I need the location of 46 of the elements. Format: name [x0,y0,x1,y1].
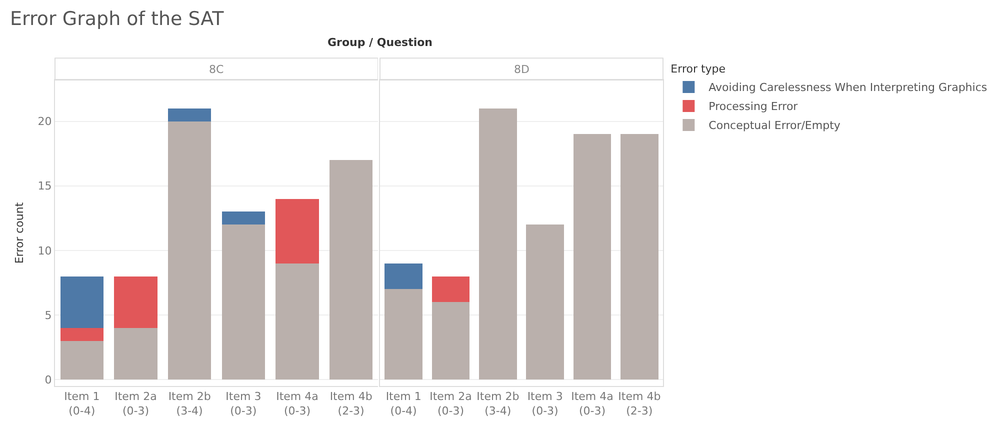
x-tick-label: Item 4a (0-3) [276,390,318,418]
bar [114,276,158,328]
bar [60,276,104,328]
legend-label: Processing Error [708,100,798,114]
chart-subtitle: 8D [514,63,530,76]
y-tick-label: 10 [38,244,52,258]
y-tick-label: 5 [44,308,52,322]
x-tick-label: Item 2b (3-4) [168,390,211,418]
bar [384,289,422,380]
x-tick-label: Item 1 (0-4) [64,390,100,418]
x-tick-label: Item 4b (2-3) [330,390,372,418]
bar [168,121,212,380]
bar [60,340,104,380]
bar [114,328,158,380]
bar [222,212,265,225]
x-tick-label: Item 1 (0-4) [386,390,422,418]
x-tick-label: Item 2a (0-3) [114,390,157,418]
y-tick-label: 20 [38,115,52,128]
bar [432,276,470,302]
legend-title: Error type [670,62,726,76]
bar [573,134,612,380]
bar [330,160,373,380]
bar [168,108,212,122]
bar [479,108,517,380]
y-axis-title: Error count [13,202,26,264]
x-tick-label: Item 2b (3-4) [476,390,520,418]
bar [276,198,319,264]
y-tick-label: 0 [44,373,52,386]
bar [432,302,470,380]
bar [276,263,319,380]
x-tick-label: Item 3 (0-3) [226,390,262,418]
y-tick-label: 15 [38,180,52,193]
x-tick-label: Item 4b (2-3) [618,390,661,418]
chart-subtitle: 8C [209,63,224,76]
x-tick-label: Item 2a (0-3) [430,390,472,418]
legend-label: Avoiding Carelessness When Interpreting Graphics [708,81,988,94]
bar [222,224,265,380]
bar [526,224,564,380]
x-tick-label: Item 3 (0-3) [527,390,563,418]
bar [620,134,658,380]
bar [60,328,104,341]
legend-label: Conceptual Error/Empty [708,119,841,132]
chart-title: Error Graph of the SAT [10,8,224,30]
text: Group / Question [326,36,434,49]
x-tick-label: Item 4a (0-3) [571,390,614,418]
bar [384,263,422,290]
